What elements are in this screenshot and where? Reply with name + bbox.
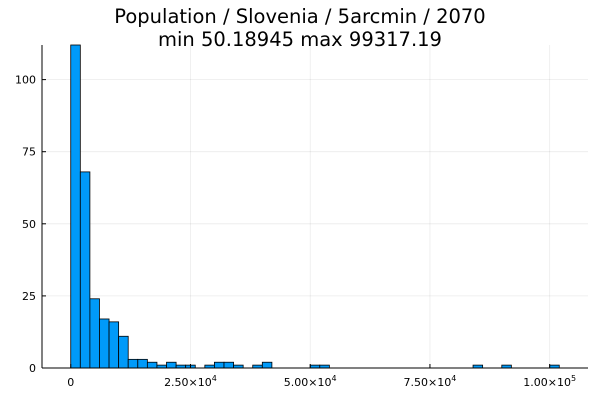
histogram-bar [166, 361, 177, 369]
histogram-bar [261, 361, 273, 369]
y-tick-label: 0 [29, 362, 36, 375]
histogram-bar [127, 358, 139, 369]
histogram-bar [137, 358, 148, 369]
histogram-bar [146, 361, 158, 369]
chart-subtitle: min 50.18945 max 99317.19 [158, 28, 442, 51]
histogram-bar [79, 171, 91, 369]
x-tick-label: 7.50×104 [404, 374, 457, 389]
x-tick-labels: 0 2.50×104 5.00×104 7.50×104 1.00×105 [67, 374, 576, 389]
x-tick-label: 2.50×104 [164, 374, 217, 389]
histogram-bar [99, 318, 110, 369]
y-tick-label: 100 [15, 74, 36, 87]
histogram-bar [70, 44, 81, 369]
histogram-bar [223, 361, 234, 369]
chart-title: Population / Slovenia / 5arcmin / 2070 [114, 5, 486, 28]
grid-lines [42, 45, 588, 369]
y-tick-label: 25 [22, 290, 36, 303]
histogram-bars [70, 44, 560, 369]
y-tick-label: 50 [22, 218, 36, 231]
histogram-bar [108, 321, 120, 369]
x-tick-label: 5.00×104 [284, 374, 337, 389]
histogram-bar [214, 361, 225, 369]
histogram-bar [89, 298, 100, 369]
axes [41, 45, 588, 369]
x-tick-label: 0 [67, 376, 74, 389]
x-tick-label: 1.00×105 [523, 374, 576, 389]
histogram-bar [118, 335, 129, 369]
y-tick-label: 75 [22, 146, 36, 159]
y-tick-labels: 0 25 50 75 100 [15, 74, 36, 375]
